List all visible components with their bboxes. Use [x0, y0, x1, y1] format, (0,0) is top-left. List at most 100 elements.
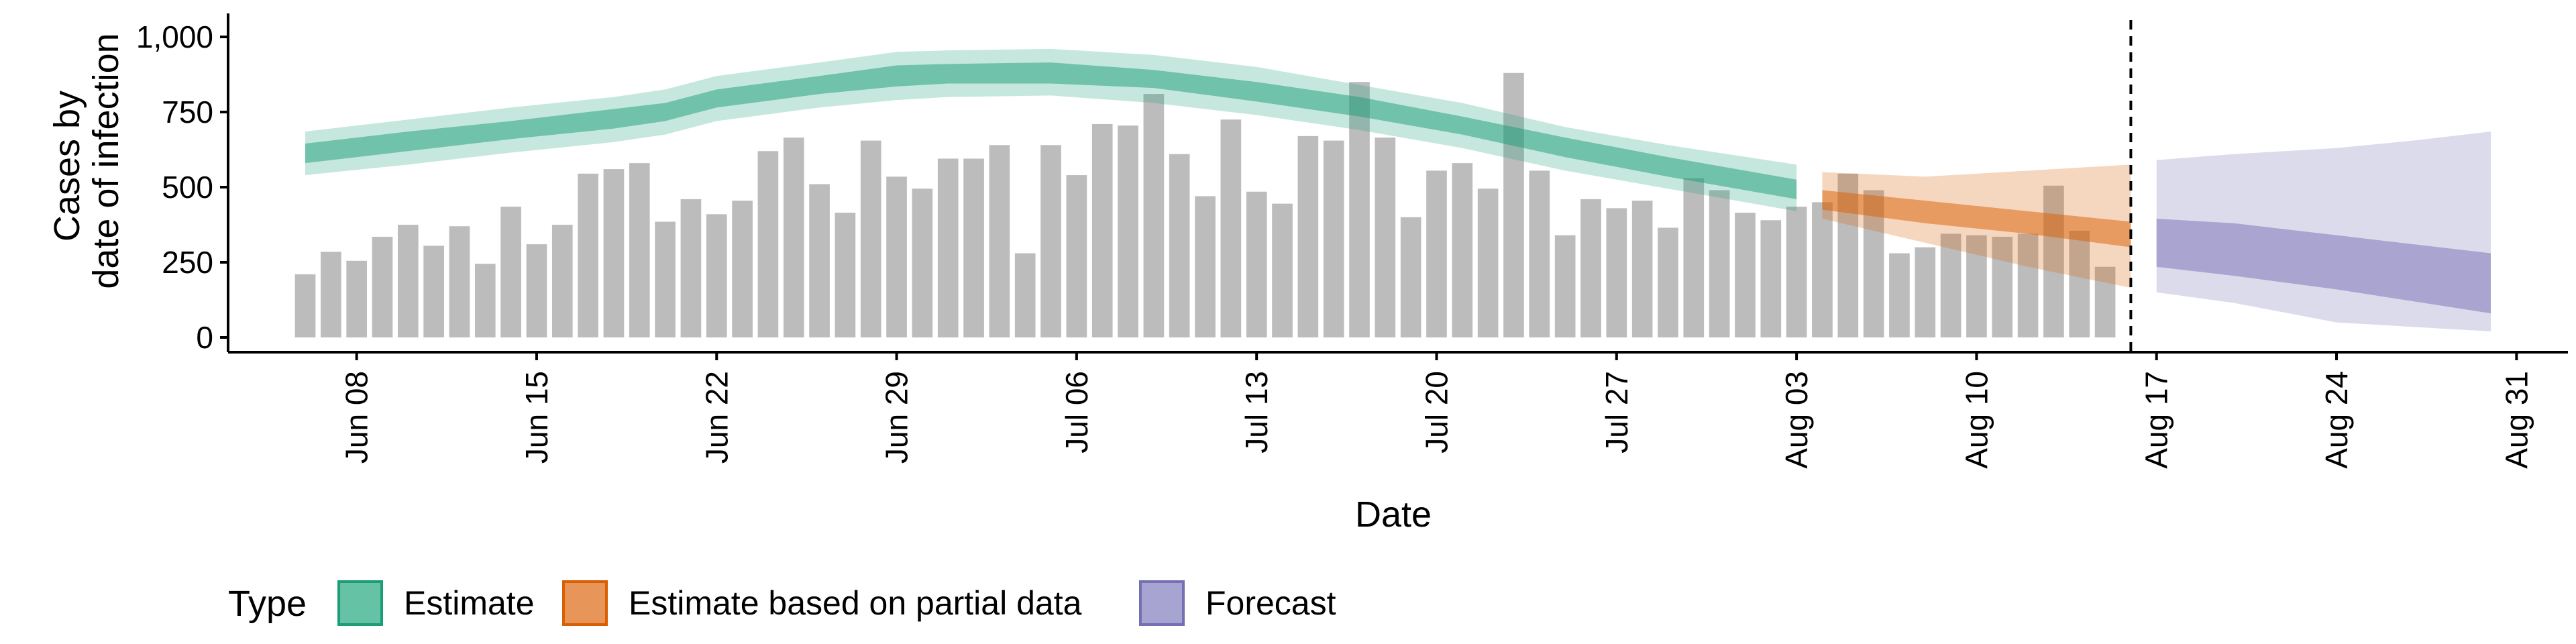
case-bar — [1195, 196, 1216, 337]
case-bar — [1503, 72, 1524, 337]
case-bar — [372, 236, 393, 337]
case-bar — [578, 173, 598, 337]
case-bar — [1426, 170, 1447, 337]
case-bar — [655, 221, 676, 337]
case-bar — [809, 184, 830, 337]
bars-layer — [294, 72, 2116, 338]
ribbon-50-estimate-based-on-partial-data — [1822, 190, 2131, 248]
case-bar — [2094, 266, 2116, 337]
y-axis-title-line-1: Cases by — [47, 91, 87, 241]
case-bar — [1606, 208, 1627, 337]
case-bar — [2043, 185, 2064, 337]
case-bar — [1220, 119, 1242, 337]
case-bar — [2069, 230, 2090, 337]
case-bar — [1709, 190, 1730, 337]
legend-label-forecast: Forecast — [1205, 584, 1336, 622]
x-tick-label: Jul 20 — [1419, 371, 1454, 453]
case-bar — [1658, 227, 1678, 337]
case-bar — [937, 158, 959, 337]
x-tick-label: Aug 03 — [1779, 371, 1814, 469]
legend-swatch-forecast — [1139, 580, 1185, 626]
case-bar — [500, 207, 521, 337]
ribbon-layer — [305, 48, 2491, 332]
case-bar — [449, 226, 470, 337]
case-bar — [346, 260, 367, 337]
case-bar — [1066, 175, 1087, 337]
x-tick-label: Aug 17 — [2139, 371, 2174, 469]
ribbon-90-estimate — [305, 48, 1797, 211]
case-bar — [1580, 199, 1601, 337]
y-tick-label: 250 — [162, 245, 213, 280]
ticks-layer: 0 250 500 750 1,000 Jun 08 Jun 15 Jun 22 Jun 29 J… — [136, 19, 2534, 469]
case-bar — [1323, 140, 1344, 337]
case-bar — [1452, 163, 1473, 337]
case-bar — [912, 189, 933, 337]
case-bar — [603, 169, 625, 337]
legend-label-estimate: Estimate — [404, 584, 535, 622]
case-bar — [732, 201, 753, 337]
x-tick-label: Jun 29 — [879, 371, 914, 464]
case-bar — [783, 138, 804, 337]
case-bar — [1400, 217, 1421, 337]
case-bar — [1143, 94, 1165, 337]
case-bar — [886, 176, 907, 337]
case-bar — [1272, 203, 1293, 337]
case-bar — [294, 274, 316, 337]
ribbon-50-estimate — [305, 62, 1797, 199]
case-bar — [1889, 253, 1910, 337]
case-bar — [680, 199, 702, 337]
case-bar — [1735, 213, 1756, 337]
y-axis-title: Cases by date of infection — [47, 33, 126, 288]
case-bar — [1940, 233, 1962, 337]
case-bar — [1118, 125, 1138, 337]
case-bar — [1992, 236, 2013, 337]
y-tick-label: 1,000 — [136, 19, 213, 54]
legend-title: Type — [228, 584, 307, 624]
case-bar — [860, 140, 881, 337]
x-tick-label: Jun 08 — [339, 371, 374, 464]
case-bar — [1554, 235, 1576, 337]
case-bar — [1786, 207, 1807, 337]
y-axis-title-line-2: date of infection — [86, 33, 126, 288]
case-bar — [963, 158, 984, 337]
case-bar — [757, 151, 779, 338]
x-tick-label: Jul 13 — [1239, 371, 1274, 453]
x-tick-label: Jul 06 — [1059, 371, 1094, 453]
case-bar — [1812, 202, 1833, 337]
case-bar — [474, 264, 496, 337]
x-tick-label: Jun 22 — [699, 371, 734, 464]
legend-label-partial: Estimate based on partial data — [629, 584, 1082, 622]
case-bar — [423, 246, 444, 337]
x-axis-title: Date — [1355, 494, 1432, 535]
case-bar — [1091, 123, 1113, 338]
case-bar — [1040, 145, 1061, 337]
case-bar — [1966, 235, 1987, 337]
case-bar — [629, 163, 650, 337]
case-bar — [320, 252, 341, 337]
case-bar — [1349, 82, 1370, 337]
case-bar — [1760, 220, 1782, 337]
legend: Type Estimate Estimate based on partial … — [228, 580, 1336, 626]
case-bar — [1683, 178, 1705, 337]
case-bar — [1631, 201, 1653, 337]
case-bar — [1375, 138, 1396, 337]
x-tick-label: Aug 24 — [2319, 371, 2354, 469]
case-bar — [1246, 191, 1267, 337]
legend-swatch-partial — [562, 580, 608, 626]
case-bar — [706, 214, 727, 337]
case-bar — [551, 225, 573, 337]
x-tick-label: Aug 31 — [2499, 371, 2534, 469]
axes-layer — [227, 13, 2568, 354]
ribbon-50-forecast — [2156, 219, 2491, 314]
x-tick-label: Jul 27 — [1599, 371, 1634, 453]
case-bar — [2017, 233, 2039, 337]
y-tick-label: 500 — [162, 170, 213, 205]
y-tick-label: 750 — [162, 95, 213, 129]
x-tick-label: Jun 15 — [519, 371, 554, 464]
legend-swatch-estimate — [337, 580, 383, 626]
case-bar — [1014, 253, 1036, 337]
case-bar — [397, 225, 419, 337]
case-bar — [1915, 247, 1936, 337]
case-bar — [1169, 154, 1190, 337]
